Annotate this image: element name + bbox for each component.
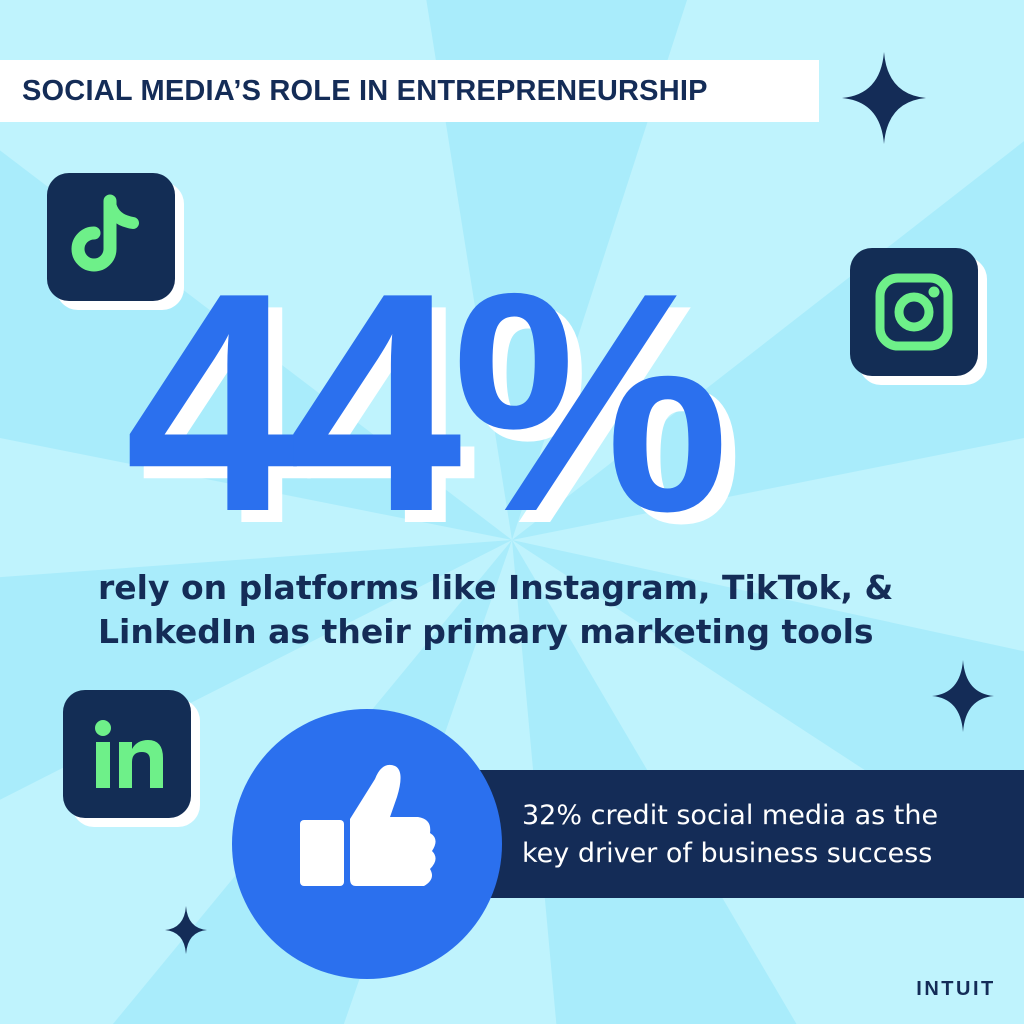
instagram-tile [850, 248, 987, 385]
thumbs-up-icon [300, 764, 436, 886]
instagram-icon [875, 273, 953, 351]
sub-stat-line: 32% credit social media as the [522, 800, 939, 831]
big-stat-value: 44% [125, 229, 729, 577]
tile-face [850, 248, 978, 376]
linkedin-tile [63, 690, 200, 827]
tiktok-icon [71, 194, 139, 272]
big-stat: 44% 44% [125, 229, 875, 577]
headline: rely on platforms like Instagram, TikTok… [98, 566, 978, 654]
big-stat-shadow: 44% [139, 241, 743, 589]
like-circle [232, 709, 502, 979]
sparkle-icon [842, 52, 926, 144]
sparkle-icon [165, 906, 207, 954]
tiktok-tile [47, 173, 184, 310]
headline-line: rely on platforms like Instagram, TikTok… [98, 568, 894, 607]
linkedin-icon [95, 720, 163, 788]
headline-line: LinkedIn as their primary marketing tool… [98, 612, 874, 651]
sparkle-icon [932, 660, 994, 732]
title-banner: SOCIAL MEDIA’S ROLE IN ENTREPRENEURSHIP [0, 60, 819, 122]
sub-stat: 32% credit social media as the key drive… [522, 797, 1012, 873]
sub-stat-band [480, 770, 1024, 898]
brand-logo: INTUIT [916, 978, 996, 1000]
page-title: SOCIAL MEDIA’S ROLE IN ENTREPRENEURSHIP [22, 75, 708, 107]
sub-stat-line: key driver of business success [522, 838, 933, 869]
